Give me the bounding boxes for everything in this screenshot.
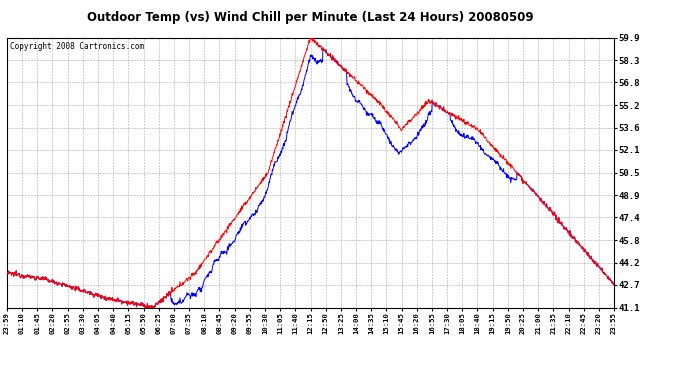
Text: Outdoor Temp (vs) Wind Chill per Minute (Last 24 Hours) 20080509: Outdoor Temp (vs) Wind Chill per Minute … xyxy=(87,11,534,24)
Text: Copyright 2008 Cartronics.com: Copyright 2008 Cartronics.com xyxy=(10,42,144,51)
